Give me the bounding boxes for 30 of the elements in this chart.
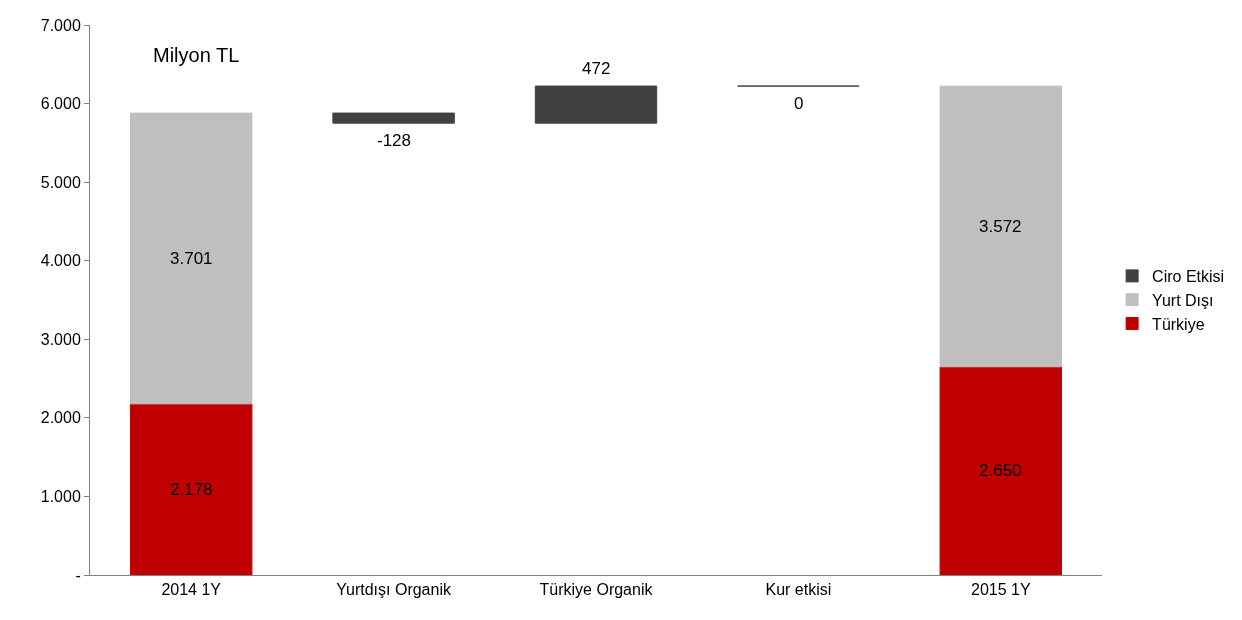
bar bbox=[939, 366, 1063, 575]
bar bbox=[332, 112, 455, 124]
x-tick-label: Türkiye Organik bbox=[539, 581, 654, 599]
data-label: -128 bbox=[377, 131, 412, 150]
data-label: 2.178 bbox=[170, 480, 213, 499]
bar bbox=[129, 403, 253, 575]
y-tick-label: 1.000 bbox=[40, 488, 81, 506]
y-tick-label: 7.000 bbox=[40, 16, 81, 34]
legend-label: Ciro Etkisi bbox=[1152, 268, 1225, 286]
data-label: 3.572 bbox=[979, 217, 1022, 236]
y-tick-label: - bbox=[75, 566, 81, 584]
data-label: 2.650 bbox=[979, 461, 1022, 480]
x-tick-label: 2014 1Y bbox=[161, 581, 222, 599]
annotation: Milyon TL bbox=[153, 44, 240, 66]
bar bbox=[129, 112, 253, 405]
bar bbox=[939, 85, 1063, 368]
y-tick-label: 6.000 bbox=[40, 95, 81, 113]
x-tick-label: Yurtdışı Organik bbox=[336, 581, 452, 599]
x-tick-label: 2015 1Y bbox=[971, 581, 1031, 599]
legend-label: Türkiye bbox=[1152, 315, 1205, 333]
y-tick-label: 4.000 bbox=[40, 252, 81, 270]
legend-label: Yurt Dışı bbox=[1152, 291, 1214, 309]
y-tick-label: 2.000 bbox=[40, 409, 81, 427]
x-tick-label: Kur etkisi bbox=[765, 581, 832, 599]
y-tick-label: 3.000 bbox=[40, 330, 81, 348]
data-label: 0 bbox=[794, 94, 804, 113]
data-label: 3.701 bbox=[170, 249, 213, 268]
data-label: 472 bbox=[582, 59, 611, 78]
bar bbox=[534, 85, 658, 124]
y-tick-label: 5.000 bbox=[40, 173, 81, 191]
